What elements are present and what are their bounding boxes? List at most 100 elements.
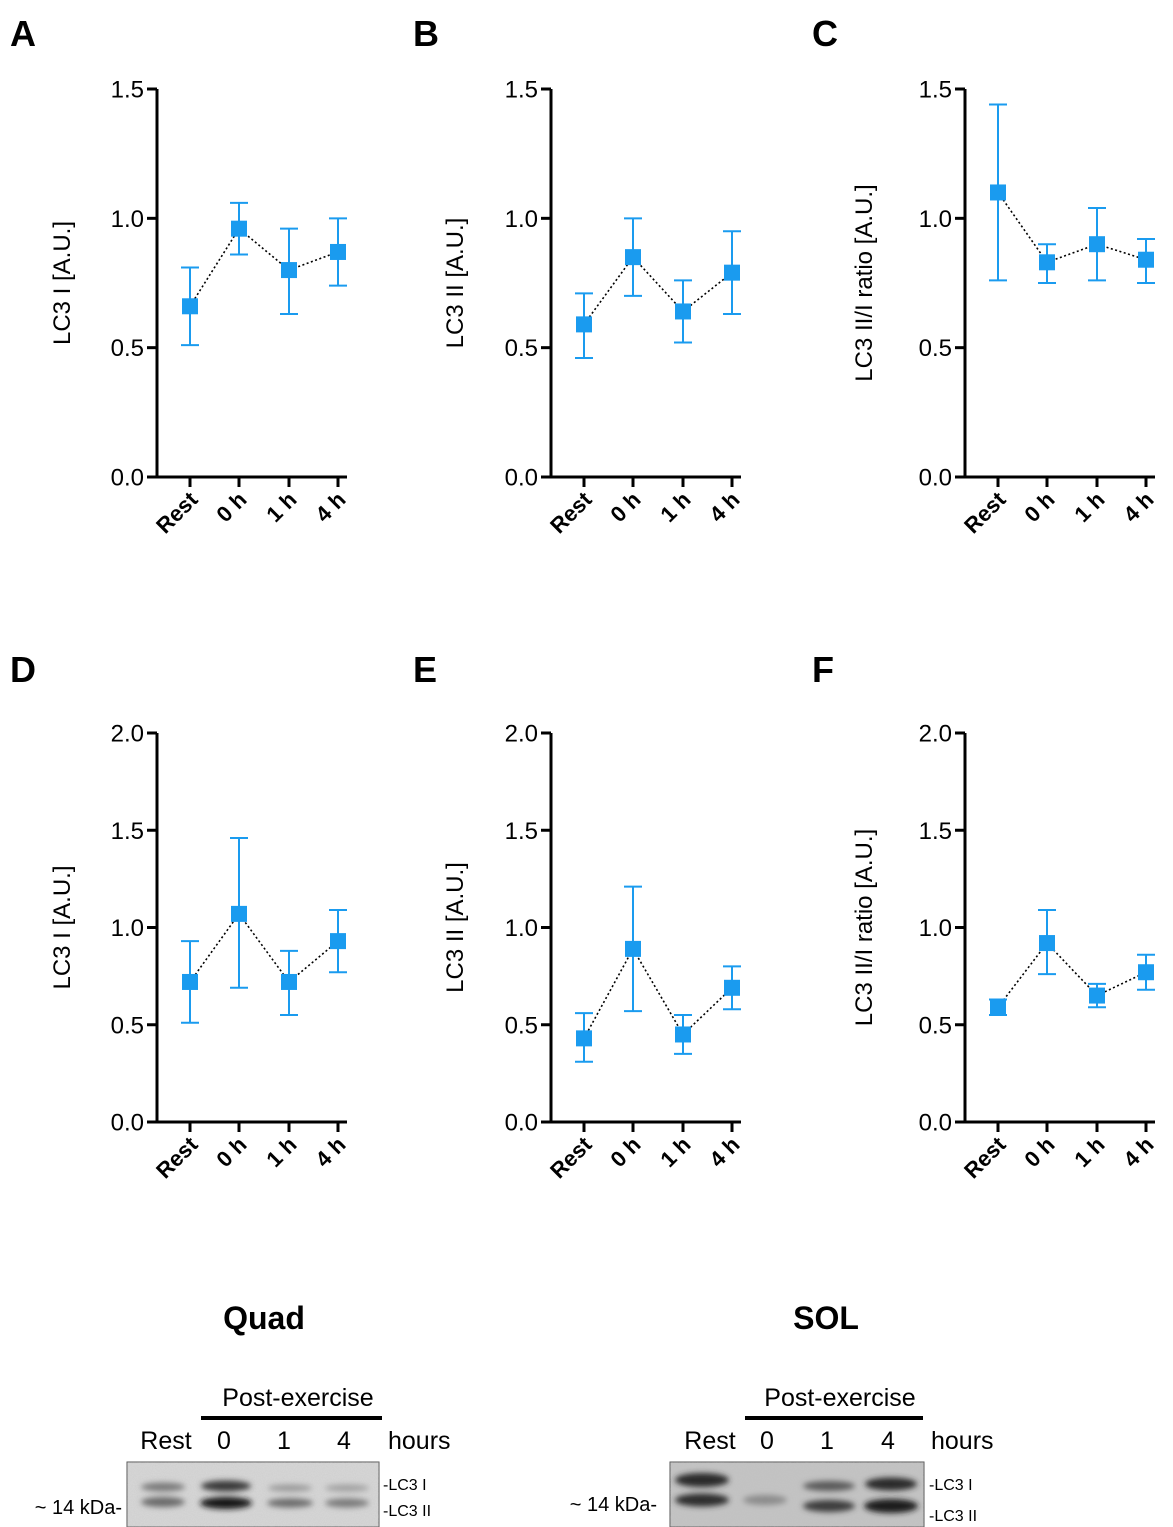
- sol-lane-label: 4: [881, 1427, 895, 1455]
- panel-label: D: [10, 649, 36, 690]
- y-axis-label: LC3 II [A.U.]: [442, 862, 469, 993]
- panel-label: A: [10, 13, 36, 54]
- y-axis-label: LC3 II [A.U.]: [442, 218, 469, 349]
- x-tick-label: 1 h: [261, 487, 301, 527]
- x-tick-label: Rest: [959, 486, 1011, 538]
- x-tick-label: 0 h: [605, 487, 645, 527]
- x-tick-label: 1 h: [261, 1132, 301, 1172]
- x-tick-label: 0 h: [1019, 487, 1059, 527]
- y-tick-label: 1.0: [111, 206, 144, 233]
- y-tick-label: 0.5: [111, 1012, 144, 1039]
- data-point: [281, 973, 297, 990]
- quad-lane-label: 0: [217, 1427, 231, 1455]
- quad-blot-image: [126, 1461, 380, 1527]
- y-tick-label: 0.0: [111, 465, 144, 492]
- quad-post-exercise-label: Post-exercise: [222, 1384, 373, 1412]
- y-tick-label: 0.0: [919, 465, 952, 492]
- x-tick-label: 4 h: [310, 1132, 350, 1172]
- data-point: [576, 316, 592, 333]
- series-connector-line: [997, 941, 1147, 1008]
- x-tick-label: 0 h: [605, 1132, 645, 1172]
- y-tick-label: 1.5: [505, 818, 538, 845]
- y-tick-label: 0.5: [111, 335, 144, 362]
- series-connector-line: [189, 227, 339, 307]
- quad-unit-label: hours: [388, 1427, 451, 1455]
- sol-post-exercise-label: Post-exercise: [764, 1384, 915, 1412]
- y-tick-label: 1.0: [505, 206, 538, 233]
- quad-lane-label: Rest: [140, 1427, 191, 1455]
- sol-lane-label: Rest: [684, 1427, 735, 1455]
- x-tick-label: 1 h: [1069, 1132, 1109, 1172]
- y-tick-label: 0.5: [505, 335, 538, 362]
- y-axis-label: LC3 II/I ratio [A.U.]: [851, 184, 878, 381]
- y-tick-label: 1.5: [919, 818, 952, 845]
- data-point: [330, 933, 346, 950]
- y-axis-label: LC3 I [A.U.]: [49, 865, 76, 989]
- x-tick-label: Rest: [959, 1131, 1011, 1183]
- data-point: [990, 184, 1006, 201]
- x-tick-label: 4 h: [1118, 1132, 1158, 1172]
- y-tick-label: 1.0: [919, 206, 952, 233]
- sol-molecular-weight-marker: ~ 14 kDa-: [570, 1494, 657, 1516]
- series-connector-line: [583, 947, 733, 1039]
- data-point: [724, 979, 740, 996]
- y-tick-label: 0.5: [919, 335, 952, 362]
- x-tick-label: Rest: [151, 1131, 203, 1183]
- x-tick-label: Rest: [545, 486, 597, 538]
- y-axis-label: LC3 II/I ratio [A.U.]: [851, 829, 878, 1026]
- y-tick-label: 0.0: [111, 1110, 144, 1137]
- x-tick-label: 0 h: [1019, 1132, 1059, 1172]
- y-axis-label: LC3 I [A.U.]: [49, 221, 76, 345]
- data-point: [576, 1030, 592, 1047]
- x-tick-label: 1 h: [655, 487, 695, 527]
- y-tick-label: 1.0: [919, 915, 952, 942]
- panel-label: C: [812, 13, 838, 54]
- sol-unit-label: hours: [931, 1427, 994, 1455]
- data-point: [1039, 254, 1055, 271]
- chart-panel-c: C 0.0 0.5 1.0 1.5 LC3 II/I ratio [A.U.] Rest 0 …: [812, 13, 1159, 538]
- data-point: [990, 999, 1006, 1016]
- sol-lane-label: 0: [760, 1427, 774, 1455]
- data-point: [1039, 935, 1055, 952]
- series-connector-line: [997, 192, 1147, 264]
- x-tick-label: 4 h: [704, 1132, 744, 1172]
- quad-band-label-lc3-ii: -LC3 II: [383, 1503, 431, 1520]
- y-tick-label: 1.0: [505, 915, 538, 942]
- quad-band-label-lc3-i: -LC3 I: [383, 1477, 427, 1494]
- data-point: [1089, 987, 1105, 1004]
- data-point: [724, 264, 740, 281]
- x-tick-label: 4 h: [1118, 487, 1158, 527]
- data-point: [625, 249, 641, 266]
- series-connector-line: [189, 912, 339, 984]
- data-point: [231, 905, 247, 922]
- panel-label: E: [413, 649, 437, 690]
- data-point: [231, 220, 247, 237]
- x-tick-label: Rest: [151, 486, 203, 538]
- x-tick-label: 4 h: [704, 487, 744, 527]
- series-connector-line: [583, 255, 733, 325]
- data-point: [675, 303, 691, 320]
- x-tick-label: Rest: [545, 1131, 597, 1183]
- x-tick-label: 4 h: [310, 487, 350, 527]
- sol-blot: SOL Post-exercise Rest 0 1 4 hours -LC3 …: [570, 1300, 994, 1527]
- panel-label: B: [413, 13, 439, 54]
- data-point: [182, 973, 198, 990]
- sol-band-label-lc3-i: -LC3 I: [929, 1477, 973, 1494]
- sol-band-label-lc3-ii: -LC3 II: [929, 1508, 977, 1525]
- y-tick-label: 1.5: [111, 818, 144, 845]
- data-point: [182, 298, 198, 315]
- y-tick-label: 1.5: [505, 77, 538, 104]
- x-tick-label: 1 h: [655, 1132, 695, 1172]
- quad-lane-label: 4: [337, 1427, 351, 1455]
- data-point: [330, 243, 346, 260]
- sol-blot-image: [669, 1461, 925, 1527]
- y-tick-label: 0.0: [505, 1110, 538, 1137]
- y-tick-label: 1.0: [111, 915, 144, 942]
- quad-lane-label: 1: [277, 1427, 291, 1455]
- y-tick-label: 0.5: [919, 1012, 952, 1039]
- quad-blot: Quad Post-exercise Rest 0 1 4 hours -LC3…: [35, 1300, 451, 1527]
- x-tick-label: 0 h: [211, 487, 251, 527]
